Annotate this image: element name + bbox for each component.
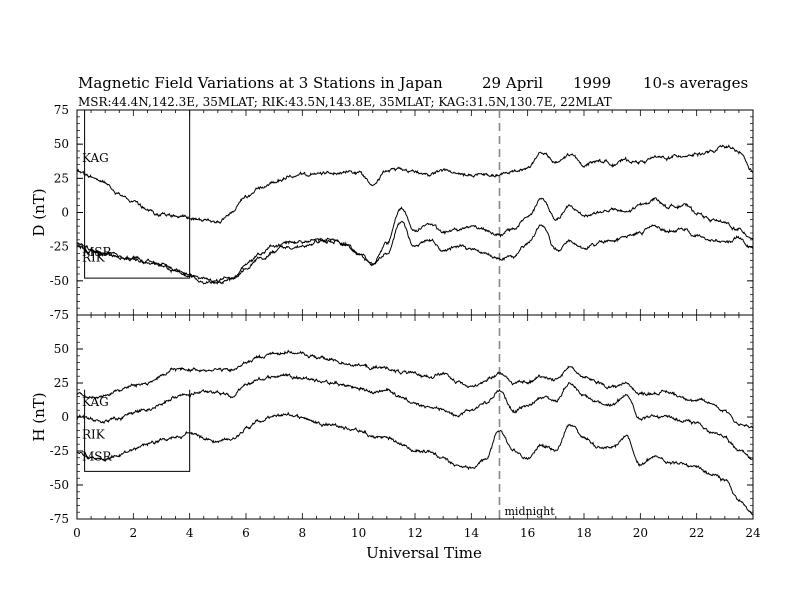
series-line-kag — [76, 144, 754, 225]
midnight-annotation: midnight — [505, 505, 556, 518]
x-tick-label: 20 — [633, 526, 648, 540]
chart-year: 1999 — [573, 74, 611, 92]
y-tick-label: 0 — [61, 410, 69, 424]
station-label-kag: KAG — [82, 395, 109, 409]
panel-1: 50 25 0 -25 -50 -75 H (nT) KAG RIK MSR — [30, 314, 754, 526]
y-tick-label: 25 — [54, 376, 69, 390]
y-tick-label: 50 — [54, 137, 69, 151]
station-label-rik: RIK — [82, 251, 106, 265]
x-tick-label: 22 — [689, 526, 704, 540]
station-label-rik: RIK — [82, 428, 106, 442]
x-tick-label: 24 — [745, 526, 761, 540]
chart-averaging: 10-s averages — [643, 74, 748, 92]
y-tick-label: -50 — [50, 274, 69, 288]
series-line-rik — [76, 197, 754, 284]
highlight-box — [84, 110, 191, 279]
y-axis-label: H (nT) — [30, 392, 48, 441]
x-tick-label: 4 — [186, 526, 194, 540]
x-tick-label: 10 — [351, 526, 366, 540]
series-line-rik — [76, 372, 754, 460]
chart-date: 29 April — [482, 74, 543, 92]
x-tick-label: 14 — [464, 526, 480, 540]
y-tick-label: 0 — [61, 206, 69, 220]
chart-title: Magnetic Field Variations at 3 Stations … — [78, 74, 443, 92]
y-tick-label: -25 — [50, 240, 69, 254]
chart-subtitle: MSR:44.4N,142.3E, 35MLAT; RIK:43.5N,143.… — [78, 95, 612, 109]
panel-frame — [76, 314, 754, 520]
y-tick-label: 25 — [54, 171, 69, 185]
y-tick-label: 50 — [54, 342, 69, 356]
series-line-kag — [76, 349, 754, 429]
x-axis-label: Universal Time — [366, 544, 482, 562]
highlight-box — [84, 389, 191, 472]
y-axis-label: D (nT) — [30, 188, 48, 236]
x-tick-label: 0 — [73, 526, 81, 540]
y-tick-label: 75 — [54, 103, 69, 117]
station-label-kag: KAG — [82, 151, 109, 165]
x-tick-label: 2 — [130, 526, 138, 540]
panel-frame — [76, 109, 754, 316]
y-tick-label: -75 — [50, 308, 69, 322]
x-tick-label: 18 — [576, 526, 591, 540]
x-tick-label: 6 — [242, 526, 250, 540]
station-label-msr: MSR — [82, 449, 113, 463]
y-tick-label: -25 — [50, 444, 69, 458]
series-line-msr — [76, 411, 754, 516]
y-tick-label: -75 — [50, 512, 69, 526]
y-tick-label: -50 — [50, 478, 69, 492]
x-tick-label: 12 — [407, 526, 422, 540]
x-tick-label: 16 — [520, 526, 535, 540]
station-label-msr: MSR — [82, 245, 113, 259]
series-line-msr — [76, 220, 754, 285]
x-tick-label: 8 — [299, 526, 307, 540]
